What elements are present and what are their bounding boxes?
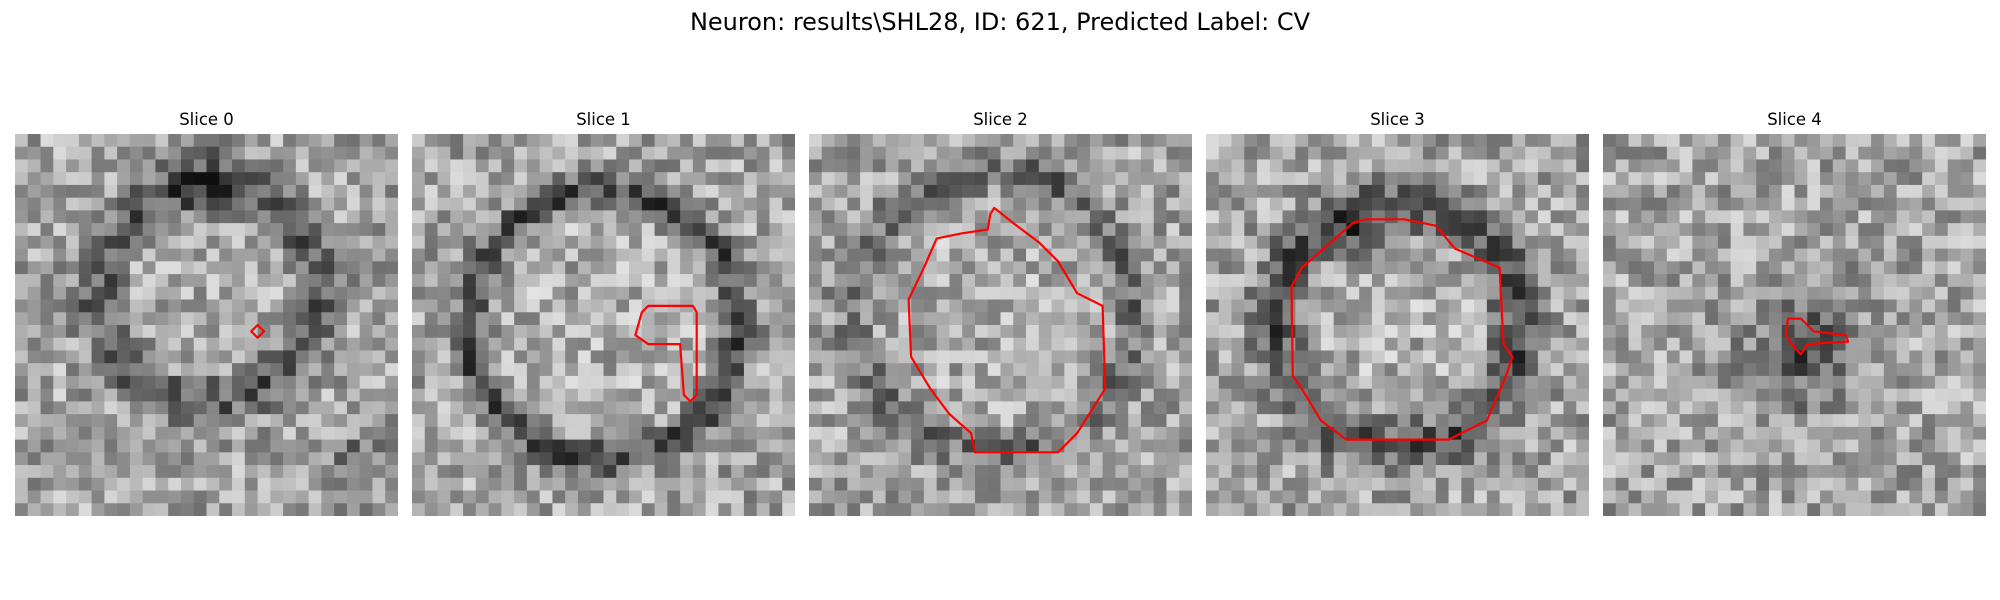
slice-title: Slice 1: [576, 110, 631, 129]
segmentation-contour: [1290, 218, 1514, 441]
em-image-slice-1: [412, 134, 795, 516]
segmentation-contour: [907, 206, 1107, 454]
slice-1-canvas: [412, 134, 795, 516]
slice-title: Slice 0: [179, 110, 234, 129]
slice-title: Slice 4: [1767, 110, 1822, 129]
em-image-slice-0: [15, 134, 398, 516]
slice-3-canvas: [1206, 134, 1589, 516]
segmentation-contour: [634, 304, 698, 403]
slice-title: Slice 3: [1370, 110, 1425, 129]
slice-0-canvas: [15, 134, 398, 516]
slice-4-canvas: [1603, 134, 1986, 516]
figure-title: Neuron: results\SHL28, ID: 621, Predicte…: [689, 8, 1311, 36]
em-image-slice-2: [809, 134, 1192, 516]
segmentation-contour: [250, 323, 266, 339]
em-image-slice-4: [1603, 134, 1986, 516]
em-image-slice-3: [1206, 134, 1589, 516]
slice-title: Slice 2: [973, 110, 1028, 129]
slice-2-canvas: [809, 134, 1192, 516]
segmentation-contour: [1784, 317, 1850, 356]
